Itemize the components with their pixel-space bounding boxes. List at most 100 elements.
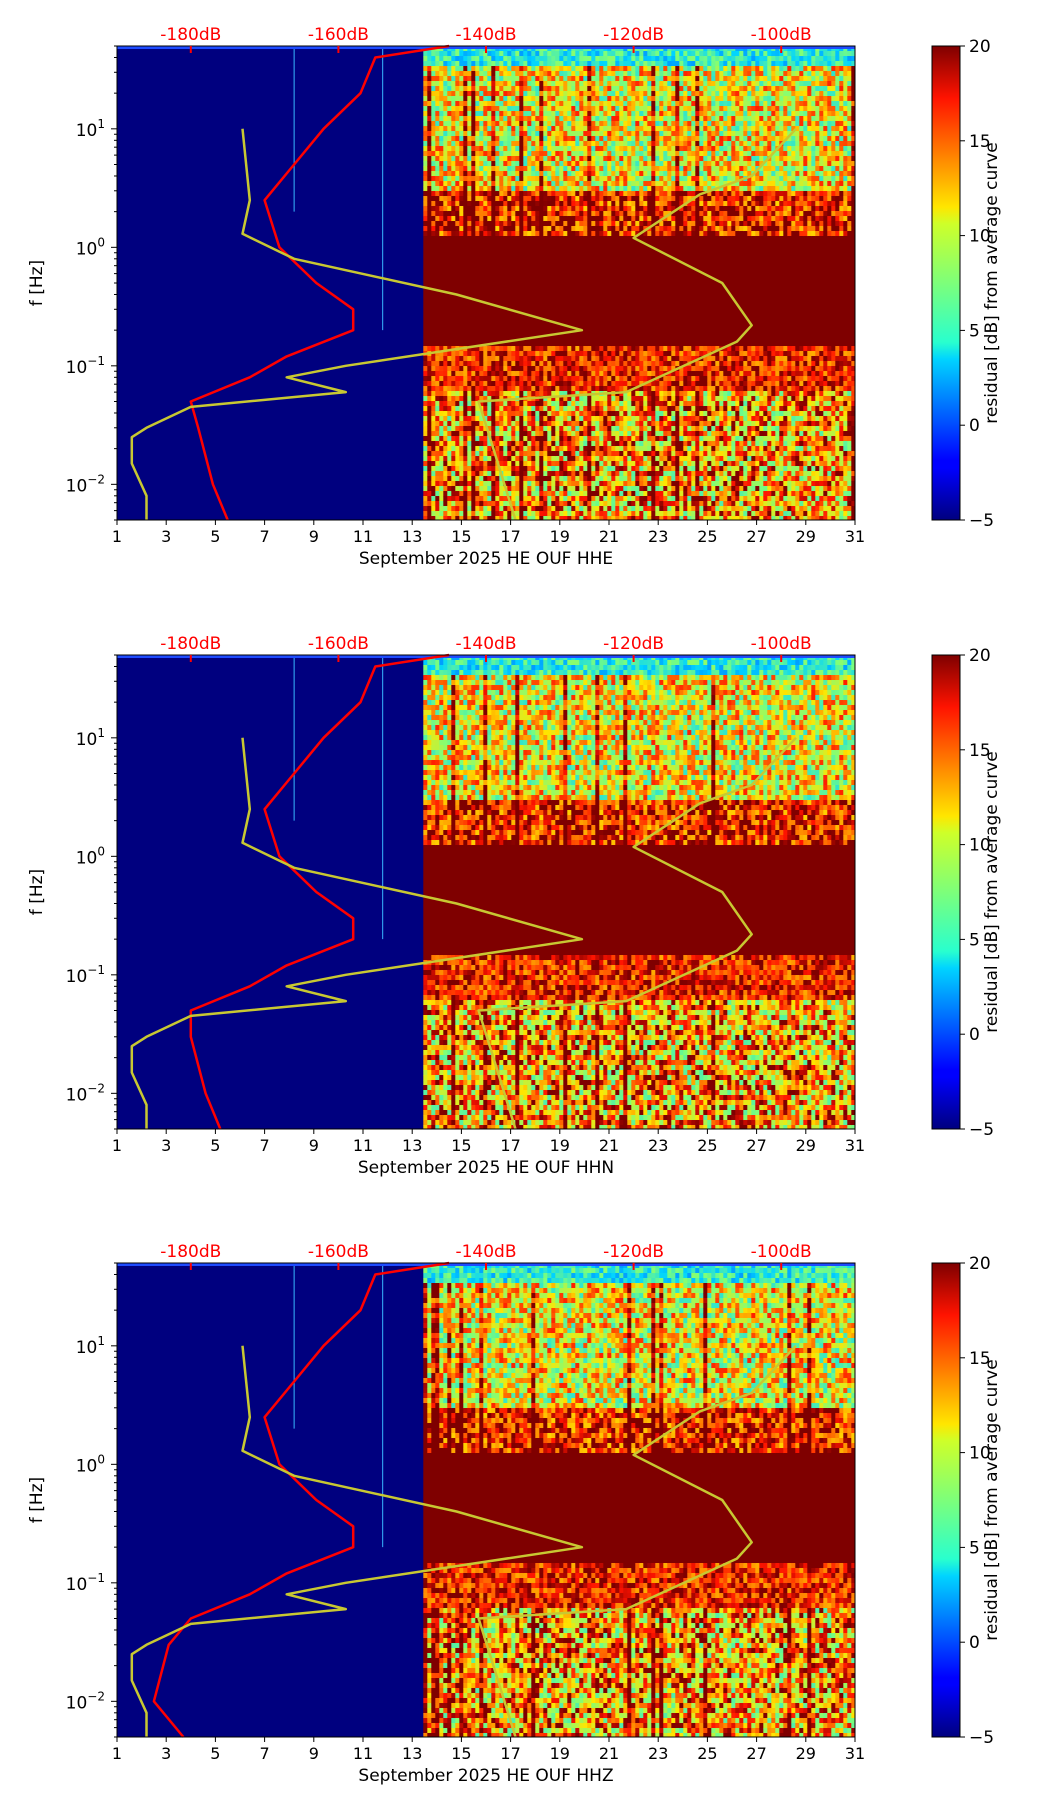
x-axis-label: September 2025 HE OUF HHN — [358, 1158, 614, 1178]
x-tick-label: 25 — [697, 1744, 717, 1763]
x-tick-label: 31 — [845, 527, 865, 546]
x-tick-label: 21 — [599, 527, 619, 546]
db-tick-label: -140dB — [455, 25, 516, 45]
x-tick-label: 23 — [648, 1136, 668, 1155]
x-tick-label: 31 — [845, 1744, 865, 1763]
y-axis-label: f [Hz] — [27, 260, 47, 306]
colorbar-tick-label: 20 — [969, 37, 991, 57]
db-tick-label: -120dB — [603, 25, 664, 45]
x-axis-label: September 2025 HE OUF HHE — [359, 549, 613, 569]
colorbar-tick-label: 0 — [969, 416, 980, 436]
x-tick-label: 9 — [309, 1136, 319, 1155]
x-tick-label: 29 — [796, 1744, 816, 1763]
colorbar — [932, 46, 960, 520]
y-tick-label: 100 — [76, 235, 105, 259]
x-tick-label: 19 — [550, 1744, 570, 1763]
x-tick-label: 23 — [648, 527, 668, 546]
x-tick-label: 31 — [845, 1136, 865, 1155]
x-tick-label: 17 — [500, 1744, 520, 1763]
x-tick-label: 7 — [260, 1744, 270, 1763]
x-tick-label: 25 — [697, 527, 717, 546]
colorbar — [932, 1263, 960, 1737]
x-tick-label: 13 — [402, 1136, 422, 1155]
db-tick-label: -120dB — [603, 634, 664, 654]
db-tick-label: -100dB — [751, 634, 812, 654]
x-tick-label: 11 — [353, 1136, 373, 1155]
y-tick-label: 101 — [76, 726, 105, 750]
colorbar-tick-label: 5 — [969, 930, 980, 950]
colorbar-tick-label: 20 — [969, 1254, 991, 1274]
x-tick-label: 15 — [451, 1136, 471, 1155]
y-tick-label: 101 — [76, 1334, 105, 1358]
colorbar-label: residual [dB] from average curve — [982, 751, 1002, 1032]
y-tick-label: 10−2 — [66, 1081, 105, 1105]
y-axis-label: f [Hz] — [27, 869, 47, 915]
db-tick-label: -100dB — [751, 1242, 812, 1262]
colorbar-tick-label: −5 — [969, 1728, 994, 1748]
y-tick-label: 101 — [76, 117, 105, 141]
db-tick-label: -160dB — [308, 634, 369, 654]
x-tick-label: 1 — [112, 1744, 122, 1763]
x-axis-label: September 2025 HE OUF HHZ — [358, 1766, 613, 1786]
x-tick-label: 5 — [210, 1744, 220, 1763]
colorbar-tick-label: −5 — [969, 511, 994, 531]
x-tick-label: 13 — [402, 1744, 422, 1763]
spectrogram-heatmap — [423, 655, 855, 1130]
x-tick-label: 27 — [746, 527, 766, 546]
x-tick-label: 3 — [161, 1744, 171, 1763]
x-tick-label: 29 — [796, 1136, 816, 1155]
y-tick-label: 100 — [76, 844, 105, 868]
colorbar-tick-label: 20 — [969, 646, 991, 666]
x-tick-label: 1 — [112, 1136, 122, 1155]
spectrogram-heatmap — [423, 46, 855, 521]
db-tick-label: -100dB — [751, 25, 812, 45]
db-tick-label: -140dB — [455, 1242, 516, 1262]
db-tick-label: -180dB — [160, 1242, 221, 1262]
db-tick-label: -140dB — [455, 634, 516, 654]
x-tick-label: 19 — [550, 1136, 570, 1155]
colorbar-tick-label: 0 — [969, 1025, 980, 1045]
spectrogram-heatmap — [423, 1263, 855, 1738]
x-tick-label: 19 — [550, 527, 570, 546]
y-tick-label: 10−1 — [66, 963, 105, 987]
db-tick-label: -180dB — [160, 634, 221, 654]
x-tick-label: 27 — [746, 1744, 766, 1763]
colorbar-tick-label: 5 — [969, 1538, 980, 1558]
x-tick-label: 27 — [746, 1136, 766, 1155]
db-tick-label: -180dB — [160, 25, 221, 45]
x-tick-label: 17 — [500, 527, 520, 546]
x-tick-label: 3 — [161, 527, 171, 546]
x-tick-label: 7 — [260, 1136, 270, 1155]
colorbar-tick-label: −5 — [969, 1120, 994, 1140]
colorbar-tick-label: 5 — [969, 321, 980, 341]
y-tick-label: 10−1 — [66, 354, 105, 378]
x-tick-label: 15 — [451, 527, 471, 546]
x-tick-label: 21 — [599, 1744, 619, 1763]
colorbar-label: residual [dB] from average curve — [982, 142, 1002, 423]
x-tick-label: 29 — [796, 527, 816, 546]
x-tick-label: 1 — [112, 527, 122, 546]
colorbar-label: residual [dB] from average curve — [982, 1359, 1002, 1640]
x-tick-label: 5 — [210, 1136, 220, 1155]
x-tick-label: 11 — [353, 1744, 373, 1763]
x-tick-label: 11 — [353, 527, 373, 546]
x-tick-label: 9 — [309, 1744, 319, 1763]
x-tick-label: 9 — [309, 527, 319, 546]
x-tick-label: 7 — [260, 527, 270, 546]
colorbar — [932, 655, 960, 1129]
x-tick-label: 15 — [451, 1744, 471, 1763]
db-tick-label: -160dB — [308, 25, 369, 45]
y-tick-label: 10−2 — [66, 472, 105, 496]
x-tick-label: 3 — [161, 1136, 171, 1155]
db-tick-label: -120dB — [603, 1242, 664, 1262]
x-tick-label: 21 — [599, 1136, 619, 1155]
y-tick-label: 10−2 — [66, 1689, 105, 1713]
y-tick-label: 100 — [76, 1452, 105, 1476]
x-tick-label: 5 — [210, 527, 220, 546]
x-tick-label: 13 — [402, 527, 422, 546]
